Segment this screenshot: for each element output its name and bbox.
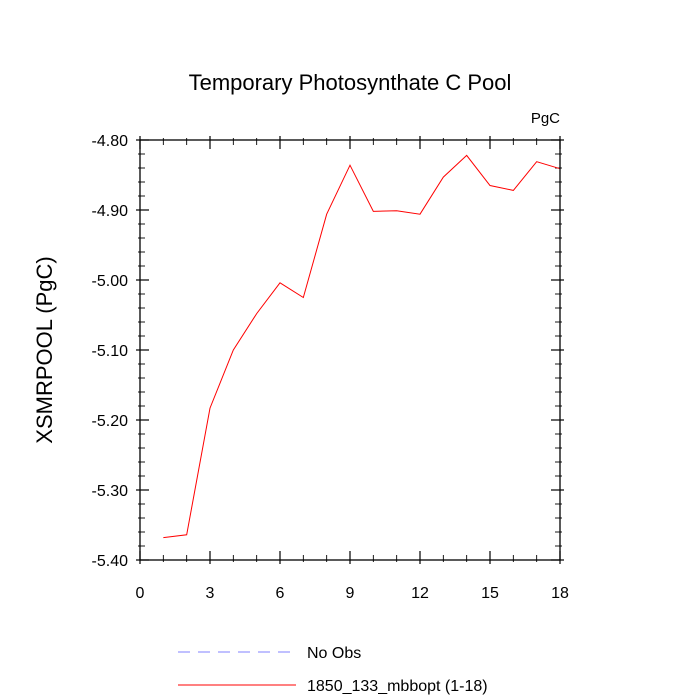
x-tick-label: 15 — [481, 585, 499, 602]
legend: No Obs 1850_133_mbbopt (1-18) — [178, 645, 488, 695]
legend-label-no-obs: No Obs — [307, 645, 361, 662]
series-group — [163, 154, 561, 539]
y-tick-label: -5.20 — [92, 413, 129, 430]
y-tick-label: -5.40 — [92, 553, 129, 570]
x-tick-label: 18 — [551, 585, 569, 602]
plot-frame — [139, 139, 561, 561]
axis-ticks — [136, 136, 564, 564]
x-tick-label: 0 — [136, 585, 145, 602]
series-line — [163, 154, 561, 539]
x-tick-label: 9 — [346, 585, 355, 602]
y-tick-label: -5.10 — [92, 343, 129, 360]
x-tick-label: 6 — [276, 585, 285, 602]
y-tick-label: -4.90 — [92, 203, 129, 220]
chart-title: Temporary Photosynthate C Pool — [189, 70, 512, 95]
units-label: PgC — [531, 110, 560, 127]
x-tick-label: 12 — [411, 585, 429, 602]
y-tick-label: -5.30 — [92, 483, 129, 500]
axis-tick-labels: 0 3 6 9 12 15 18 -4.80 -4.90 -5.00 -5.10 -5.20 -5.30… — [92, 133, 569, 602]
y-axis-label: XSMRPOOL (PgC) — [32, 256, 57, 443]
y-tick-label: -4.80 — [92, 133, 129, 150]
legend-label-series: 1850_133_mbbopt (1-18) — [307, 678, 488, 695]
x-tick-label: 3 — [206, 585, 215, 602]
y-tick-label: -5.00 — [92, 273, 129, 290]
